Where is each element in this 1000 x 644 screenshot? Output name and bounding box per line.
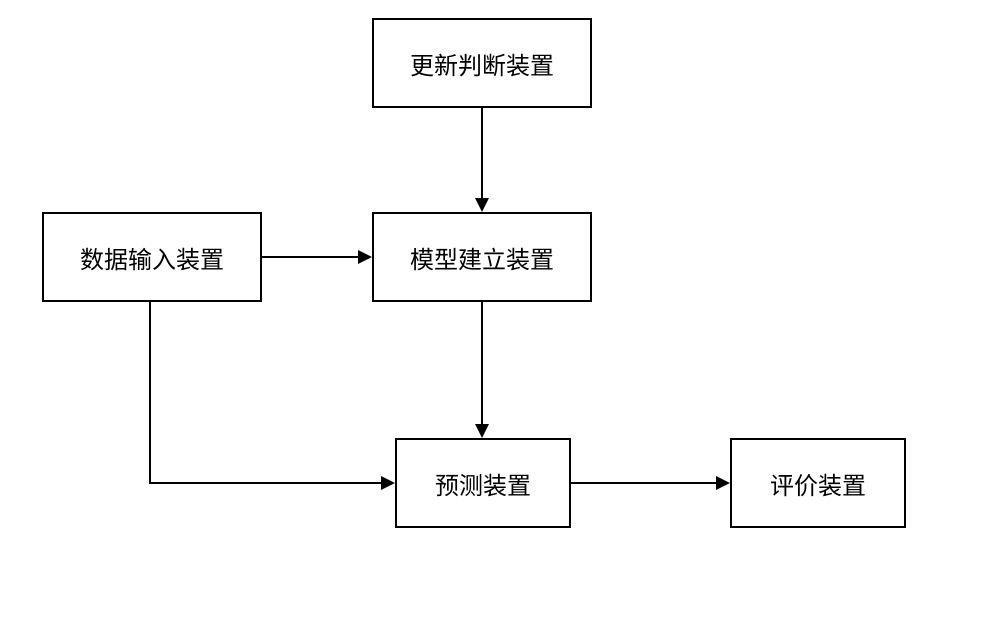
arrow-head-right-icon	[381, 476, 395, 490]
node-update-judgment: 更新判断装置	[372, 18, 592, 108]
edge-update-to-model	[481, 108, 483, 200]
node-label: 模型建立装置	[410, 240, 554, 275]
node-label: 数据输入装置	[80, 240, 224, 275]
node-evaluation: 评价装置	[730, 438, 906, 528]
node-model-build: 模型建立装置	[372, 212, 592, 302]
node-data-input: 数据输入装置	[42, 212, 262, 302]
edge-input-to-prediction-h	[149, 482, 383, 484]
edge-input-to-prediction-v	[149, 302, 151, 484]
arrow-head-down-icon	[475, 424, 489, 438]
node-label: 更新判断装置	[410, 46, 554, 81]
arrow-head-right-icon	[358, 250, 372, 264]
edge-model-to-prediction	[481, 302, 483, 426]
arrow-head-down-icon	[475, 198, 489, 212]
node-label: 预测装置	[435, 466, 531, 501]
edge-prediction-to-evaluation	[571, 482, 718, 484]
edge-input-to-model	[262, 256, 360, 258]
arrow-head-right-icon	[716, 476, 730, 490]
node-label: 评价装置	[770, 466, 866, 501]
node-prediction: 预测装置	[395, 438, 571, 528]
